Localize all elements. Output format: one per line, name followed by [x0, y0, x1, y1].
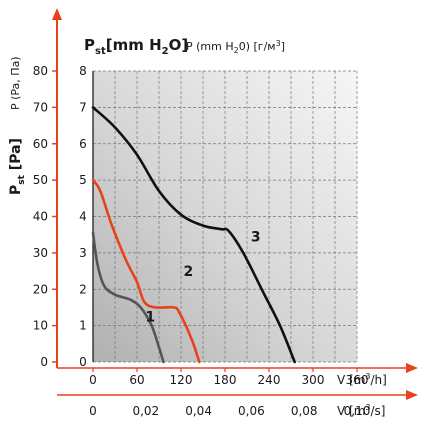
left-tick-label: 20: [33, 282, 48, 296]
left-axis-arrow-icon: [52, 8, 62, 20]
x-tick-label-m3s: 0,10: [344, 404, 371, 418]
left-tick-label: 70: [33, 100, 48, 114]
left-axis: P (Pa, Па) Pst [Pa]: [8, 8, 62, 368]
left-tick-label: 40: [33, 210, 48, 224]
inner-tick-label: 8: [79, 64, 87, 78]
x-tick-label-m3s: 0,04: [185, 404, 212, 418]
curve-labels: 1 2 3: [145, 230, 260, 326]
curve-2: [91, 178, 201, 364]
inner-tick-label: 7: [79, 100, 87, 114]
x-tick-label-m3s: 0,02: [132, 404, 159, 418]
left-tick-label: 10: [33, 319, 48, 333]
curve-label-2: 2: [183, 264, 193, 280]
left-tick-labels: 0 10 20 30 40 50 60 70 80: [33, 64, 57, 369]
x-tick-label-m3h: 300: [302, 373, 325, 387]
inner-tick-label: 1: [79, 319, 87, 333]
curves: [91, 106, 296, 364]
inner-tick-label: 3: [79, 246, 87, 260]
x-label-m3s: V [m3/s]: [337, 403, 385, 418]
x-tick-label-m3s: 0: [89, 404, 97, 418]
curve-label-3: 3: [251, 230, 261, 246]
pst-pa-title: Pst [Pa]: [8, 138, 27, 195]
x-axis-m3h: V [m3/h]: [57, 363, 418, 387]
left-tick-label: 80: [33, 64, 48, 78]
left-tick-label: 0: [40, 355, 48, 369]
pst-mm-label: Pst[mm H2O]: [84, 36, 188, 57]
p-pa-label: P (Pa, Па): [9, 56, 22, 110]
inner-tick-label: 6: [79, 137, 87, 151]
curve-3: [91, 106, 296, 364]
inner-tick-labels: 0 1 2 3 4 5 6 7 8: [79, 64, 87, 369]
x-tick-label-m3s: 0,06: [238, 404, 265, 418]
x-tick-label-m3h: 360: [346, 373, 369, 387]
x-tick-labels-m3h: 0 60 120 180 240 300 360: [89, 368, 368, 387]
x-tick-label-m3h: 240: [258, 373, 281, 387]
x-tick-label-m3h: 120: [170, 373, 193, 387]
x-axis-m3s: V [m3/s]: [57, 390, 418, 418]
curve-label-1: 1: [145, 310, 155, 326]
left-tick-label: 30: [33, 246, 48, 260]
x-axis-m3h-arrow-icon: [406, 363, 418, 373]
x-tick-label-m3h: 0: [89, 373, 97, 387]
inner-tick-label: 2: [79, 282, 87, 296]
curve-1: [91, 231, 165, 364]
inner-tick-label: 0: [79, 355, 87, 369]
inner-tick-label: 4: [79, 210, 87, 224]
x-tick-labels-m3s: 0 0,02 0,04 0,06 0,08 0,10: [89, 404, 370, 418]
p-mm-label: P (mm H20) [г/м3]: [186, 39, 285, 55]
left-tick-label: 60: [33, 137, 48, 151]
left-tick-label: 50: [33, 173, 48, 187]
x-label-m3h: V [m3/h]: [337, 372, 387, 387]
x-tick-label-m3s: 0,08: [291, 404, 318, 418]
x-axis-m3s-arrow-icon: [406, 390, 418, 400]
header: Pst[mm H2O] P (mm H20) [г/м3]: [84, 36, 285, 57]
inner-tick-label: 5: [79, 173, 87, 187]
x-tick-label-m3h: 60: [129, 373, 144, 387]
grid: [93, 70, 358, 363]
x-tick-label-m3h: 180: [214, 373, 237, 387]
